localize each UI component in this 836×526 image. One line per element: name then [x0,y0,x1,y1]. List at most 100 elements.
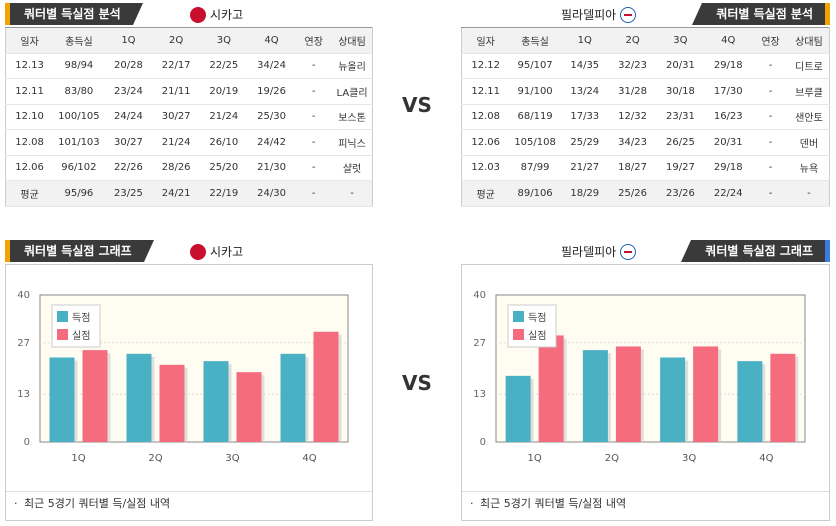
table-cell: 12.08 [5,129,54,156]
bar-allowed [82,350,108,442]
bar-scored [49,357,75,442]
table-cell: 20/28 [104,53,153,79]
column-header: 1Q [560,27,609,54]
vs-label-top: VS [402,93,432,117]
bar-scored [660,357,686,442]
average-cell: 23/25 [104,180,153,207]
table-cell: 12.03 [461,155,510,181]
table-cell: 12.13 [5,53,54,79]
table-cell: 21/30 [247,155,296,181]
bar-scored [203,361,229,442]
average-cell: - [295,180,333,207]
vs-label-bottom: VS [402,371,432,395]
x-tick-label: 4Q [759,453,773,464]
table-cell: - [752,53,789,79]
table-cell: 뉴욕 [788,155,830,181]
left-graph-header: 쿼터별 득실점 그래프 시카고 [5,240,373,262]
column-header: 상대팀 [332,27,373,54]
table-cell: 28/26 [152,155,200,181]
right-table-tab: 쿼터별 득실점 분석 [692,3,830,25]
legend-swatch [513,311,524,322]
bar-allowed [236,372,262,442]
table-cell: LA클리 [332,78,373,105]
table-cell: 16/23 [704,104,753,130]
table-cell: - [752,78,789,105]
average-cell: 89/106 [509,180,561,207]
average-cell: - [788,180,830,207]
column-header: 상대팀 [788,27,830,54]
table-cell: 12.12 [461,53,510,79]
right-graph-tab: 쿼터별 득실점 그래프 [681,240,830,262]
table-cell: 25/20 [199,155,248,181]
bulls-logo-icon [190,243,206,260]
table-cell: 26/25 [656,129,705,156]
bar-allowed [770,353,796,442]
average-cell: 22/24 [704,180,753,207]
bar-allowed [615,346,641,442]
table-cell: - [752,155,789,181]
table-cell: 29/18 [704,53,753,79]
table-cell: 19/26 [247,78,296,105]
table-header-row: 일자 총득실 1Q 2Q 3Q 4Q 연장 상대팀 [5,27,373,54]
column-header: 2Q [608,27,657,54]
table-cell: 83/80 [53,78,105,105]
right-stats-table: 일자 총득실 1Q 2Q 3Q 4Q 연장 상대팀 12.12 95/107 14/35 32/23 2… [461,27,830,207]
table-cell: 32/23 [608,53,657,79]
bar-scored [126,353,152,442]
table-cell: 25/30 [247,104,296,130]
left-table-header: 쿼터별 득실점 분석 시카고 [5,3,373,25]
table-cell: 105/108 [509,129,561,156]
column-header: 연장 [752,27,789,54]
table-cell: 덴버 [788,129,830,156]
right-table-header: 필라델피아 쿼터별 득실점 분석 [461,3,830,25]
sixers-logo-icon [620,243,637,260]
table-cell: 100/105 [53,104,105,130]
average-row: 평균 89/106 18/29 25/26 23/26 22/24- - [461,180,830,207]
average-row: 평균 95/96 23/25 24/21 22/19 24/30- - [5,180,373,207]
table-cell: 브루클 [788,78,830,105]
table-cell: 87/99 [509,155,561,181]
table-cell: 31/28 [608,78,657,105]
column-header: 2Q [152,27,200,54]
table-cell: 22/25 [199,53,248,79]
right-graph-team: 필라델피아 [561,243,637,260]
table-cell: 19/27 [656,155,705,181]
table-cell: - [752,129,789,156]
table-cell: 뉴올리 [332,53,373,79]
table-cell: 21/27 [560,155,609,181]
table-cell: 보스톤 [332,104,373,130]
average-cell: 23/26 [656,180,705,207]
table-cell: 34/24 [247,53,296,79]
table-cell: 17/30 [704,78,753,105]
average-cell: 22/19 [199,180,248,207]
table-cell: 피닉스 [332,129,373,156]
table-cell: 21/11 [152,78,200,105]
left-graph-team-name: 시카고 [210,245,244,259]
average-cell: 24/30 [247,180,296,207]
column-header: 총득실 [53,27,105,54]
bar-scored [582,350,608,442]
average-cell: 95/96 [53,180,105,207]
left-table-team-name: 시카고 [210,8,244,22]
table-cell: 12.11 [5,78,54,105]
bar-allowed [538,335,564,442]
left-table-team: 시카고 [190,6,243,23]
table-cell: 22/26 [104,155,153,181]
table-cell: 13/24 [560,78,609,105]
table-cell: 23/24 [104,78,153,105]
table-cell: 23/31 [656,104,705,130]
table-cell: 22/17 [152,53,200,79]
y-tick-label: 27 [473,338,486,349]
table-row: 12.10 100/105 24/24 30/27 21/24 25/30- 보스톤 [5,104,373,130]
average-cell: 18/29 [560,180,609,207]
y-tick-label: 13 [17,389,30,400]
column-header: 3Q [199,27,248,54]
table-cell: 30/27 [152,104,200,130]
right-table-team: 필라델피아 [561,6,637,23]
y-tick-label: 40 [17,290,30,301]
left-graph-tab: 쿼터별 득실점 그래프 [5,240,154,262]
y-tick-label: 0 [24,437,30,448]
column-header: 4Q [247,27,296,54]
table-row: 12.08 101/103 30/27 21/24 26/10 24/42- 피닉스 [5,129,373,156]
